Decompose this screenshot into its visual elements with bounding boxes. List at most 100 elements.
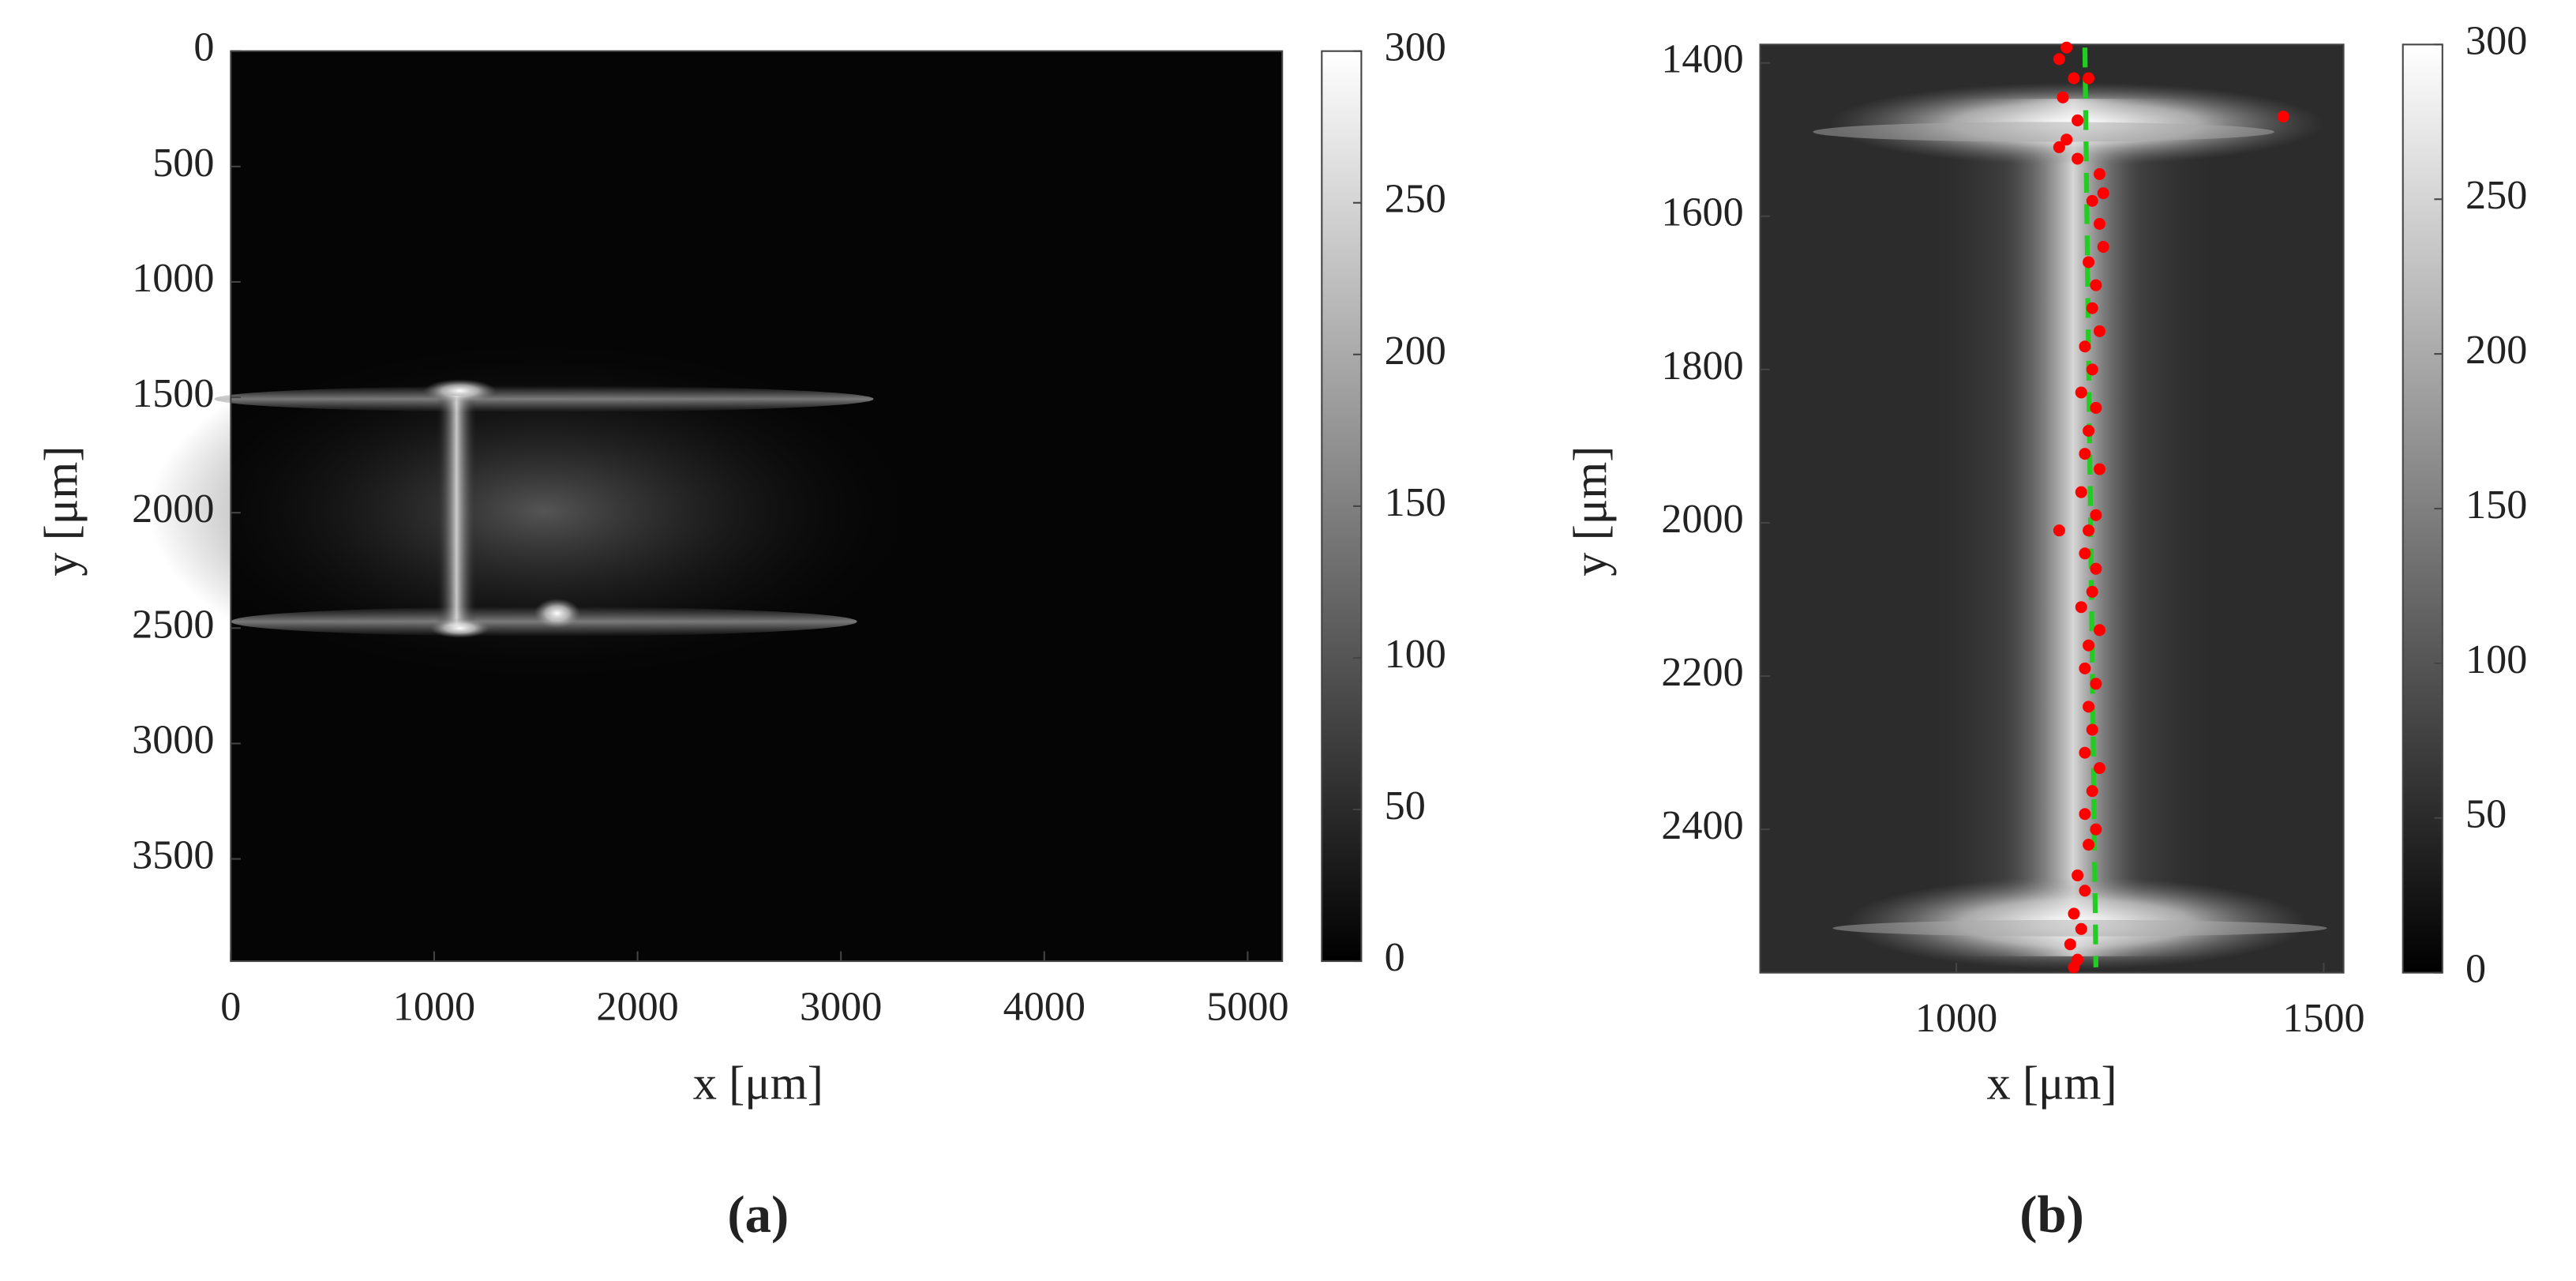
caption: (b): [2019, 1185, 2084, 1244]
x-tick-label: 1500: [2282, 996, 2364, 1041]
point: [2086, 194, 2098, 207]
point: [2083, 72, 2095, 85]
x-tick-label: 0: [220, 985, 241, 1030]
point: [2060, 41, 2073, 54]
image-a: [148, 51, 1283, 962]
point: [2075, 922, 2087, 935]
caption: (a): [727, 1185, 789, 1244]
point: [2086, 585, 2098, 598]
x-axis-label: x [μm]: [1986, 1057, 2117, 1110]
point: [2083, 639, 2095, 652]
point: [2090, 823, 2102, 836]
colorbar-tick-label: 50: [1385, 783, 1426, 828]
point: [2090, 401, 2102, 414]
point: [2072, 152, 2084, 165]
point: [2094, 624, 2106, 637]
point: [2090, 509, 2102, 521]
point: [2079, 885, 2091, 897]
y-tick-label: 1800: [1661, 344, 1743, 389]
y-axis-label: y [μm]: [35, 446, 88, 577]
point: [2079, 746, 2091, 759]
y-tick-label: 0: [193, 25, 214, 70]
point: [2094, 167, 2106, 180]
y-tick-label: 2000: [1661, 497, 1743, 542]
point: [2064, 938, 2076, 951]
point: [2060, 133, 2073, 146]
frame-b: [1759, 43, 2345, 974]
point: [2083, 701, 2095, 713]
point: [2277, 111, 2289, 123]
point: [2083, 424, 2095, 438]
x-tick-label: 2000: [596, 985, 678, 1030]
point: [2079, 340, 2091, 353]
colorbar-tick-label: 300: [1385, 25, 1446, 70]
fit-line: [2082, 47, 2099, 967]
point: [2094, 325, 2106, 337]
colorbar-tick-label: 250: [1385, 177, 1446, 222]
point: [2079, 448, 2091, 460]
colorbar-tick-label: 150: [2465, 483, 2527, 528]
y-tick-label: 2000: [132, 486, 214, 532]
point: [2090, 678, 2102, 690]
point: [2075, 601, 2087, 614]
colorbar-tick-label: 100: [1385, 632, 1446, 677]
point: [2057, 91, 2069, 103]
y-tick-label: 1400: [1661, 37, 1743, 82]
colorbar-tick-label: 0: [1385, 935, 1405, 980]
y-tick-label: 2500: [132, 602, 214, 647]
point: [2079, 547, 2091, 560]
point: [2097, 187, 2109, 200]
y-tick-label: 2400: [1661, 803, 1743, 848]
y-tick-label: 3000: [132, 717, 214, 762]
point: [2094, 217, 2106, 230]
image-b: [1760, 44, 2344, 973]
point: [2090, 279, 2102, 291]
point: [2094, 761, 2106, 775]
y-tick-label: 1000: [132, 256, 214, 301]
point: [2079, 662, 2091, 674]
y-tick-label: 2200: [1661, 650, 1743, 695]
x-tick-label: 3000: [800, 985, 882, 1030]
x-tick-label: 1000: [1915, 996, 1997, 1041]
y-tick-label: 1600: [1661, 190, 1743, 235]
x-tick-label: 4000: [1003, 985, 1086, 1030]
point: [2053, 524, 2065, 537]
colorbar-tick-label: 300: [2465, 18, 2527, 63]
colorbar-tick-label: 150: [1385, 480, 1446, 525]
colorbar-tick-label: 100: [2465, 637, 2527, 682]
x-tick-label: 1000: [393, 985, 475, 1030]
y-tick-label: 500: [152, 141, 214, 186]
point: [2090, 562, 2102, 575]
point: [2075, 386, 2087, 399]
point: [2072, 114, 2084, 126]
point: [2083, 256, 2095, 269]
x-axis-label: x [μm]: [693, 1057, 823, 1110]
colorbar-tick-label: 250: [2465, 173, 2527, 218]
point: [2097, 241, 2109, 254]
point: [2053, 141, 2065, 153]
colorbar-tick-label: 50: [2465, 792, 2507, 837]
point: [2068, 72, 2080, 85]
point: [2068, 907, 2080, 920]
colorbar-tick-label: 200: [2465, 328, 2527, 373]
point: [2083, 524, 2095, 537]
point: [2075, 486, 2087, 498]
point: [2086, 785, 2098, 798]
point: [2086, 723, 2098, 736]
point: [2094, 463, 2106, 475]
point: [2072, 869, 2084, 881]
colorbar-tick-label: 200: [1385, 329, 1446, 374]
y-axis-label: y [μm]: [1565, 446, 1618, 577]
point: [2083, 839, 2095, 851]
point: [2086, 302, 2098, 314]
y-tick-label: 1500: [132, 371, 214, 416]
point: [2086, 363, 2098, 376]
y-tick-label: 3500: [132, 833, 214, 878]
point: [2079, 808, 2091, 821]
colorbar-tick-label: 0: [2465, 947, 2486, 992]
x-tick-label: 5000: [1206, 985, 1288, 1030]
point: [2068, 961, 2080, 974]
point: [2053, 53, 2065, 66]
